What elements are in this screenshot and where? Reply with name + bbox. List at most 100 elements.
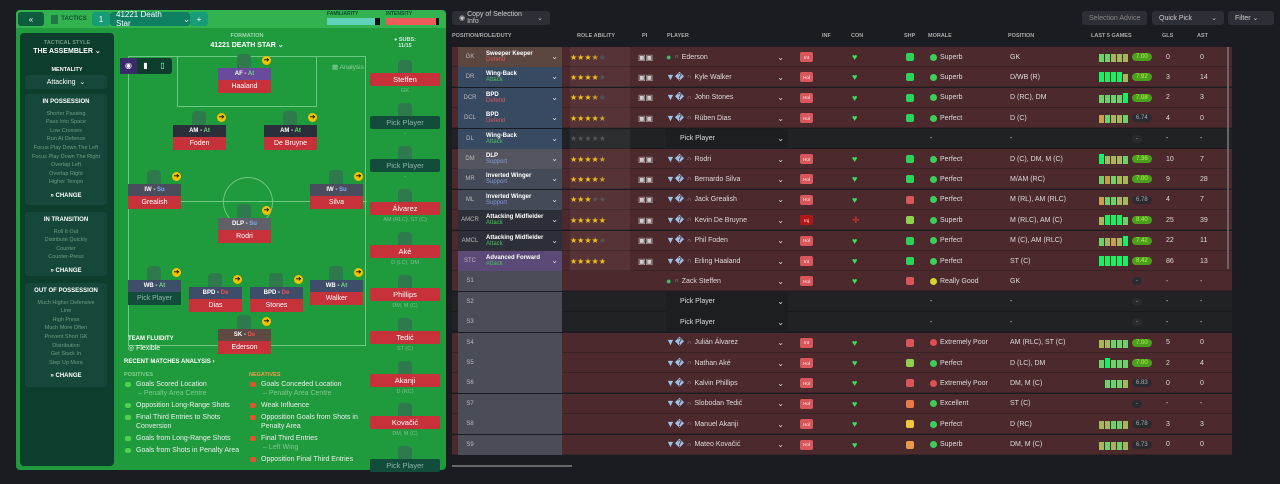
pitch-position-card[interactable]: BPD - De Dias (189, 287, 242, 312)
sub-player[interactable]: Aké (370, 245, 440, 258)
table-row[interactable]: GK Sweeper Keeper Defend ⌄ ★ ★ ★ ★ ★ ▣▣ ● ∩ Ederson ⌄… (452, 47, 1232, 67)
role-cell[interactable]: BPD Defend ⌄ (482, 87, 562, 108)
sub-player[interactable]: Steffen (370, 73, 440, 86)
horizontal-scrollbar[interactable] (452, 465, 572, 467)
tactical-style-selector[interactable]: THE ASSEMBLER ⌄ (33, 48, 101, 55)
player-selector[interactable]: ▼� ∩ Nathan Aké ⌄ (666, 353, 788, 373)
sub-slot[interactable]: Pick Player (370, 459, 440, 474)
player-selector[interactable]: ▼� ∩ Erling Haaland ⌄ (666, 251, 788, 271)
role-duty[interactable]: SK - De (218, 329, 271, 341)
player-instructions-icon[interactable]: ▣▣ (638, 236, 654, 246)
player-instructions-icon[interactable]: ▣▣ (638, 72, 654, 82)
sub-slot[interactable]: Pick Player - (370, 159, 440, 180)
sub-slot[interactable]: Akanji D (RC) (370, 374, 440, 395)
change-button[interactable]: » CHANGE (25, 372, 107, 381)
view-selector[interactable]: ◉ Copy of Selection Info ⌄ (452, 11, 550, 25)
role-duty[interactable]: IW - Su (128, 184, 181, 196)
recent-matches-analysis-link[interactable]: RECENT MATCHES ANALYSIS › (124, 359, 215, 365)
pitch-position-card[interactable]: SK - De Ederson (218, 329, 271, 354)
player-selector[interactable]: ● ∩ Zack Steffen ⌄ (666, 271, 788, 291)
bar-chart-icon[interactable]: ▮ (143, 61, 148, 70)
sub-player[interactable]: Phillips (370, 288, 440, 301)
table-row[interactable]: AMCL Attacking Midfielder Attack ⌄ ★ ★ ★ ★ ★ ▣▣ ▼�… (452, 230, 1232, 251)
table-row[interactable]: S2 Pick Player ⌄ - - - - - (452, 291, 1232, 312)
player-instructions-icon[interactable]: ▣▣ (638, 195, 654, 205)
role-cell[interactable]: Sweeper Keeper Defend ⌄ (482, 47, 562, 67)
tactic-selector[interactable]: 41221 Death Star ⌄ (110, 10, 190, 28)
player-name[interactable]: Stones (250, 299, 303, 312)
change-button[interactable]: » CHANGE (25, 267, 107, 276)
table-row[interactable]: S7 ▼� ∩ Slobodan Tedić ⌄ Hol ♥ Excellent ST (C) -… (452, 393, 1232, 414)
pitch-position-card[interactable]: WB - At Walker (310, 280, 363, 305)
player-name[interactable]: Silva (310, 196, 363, 209)
table-row[interactable]: DM DLP Support ⌄ ★ ★ ★ ★ ★ ▣▣ ▼� ∩ Rodri ⌄ Hol ♥ Perfect… (452, 149, 1232, 169)
player-instructions-icon[interactable]: ▣▣ (638, 256, 654, 266)
role-duty[interactable]: AM - At (173, 125, 226, 137)
formation-selector[interactable]: 41221 DEATH STAR ⌄ (210, 42, 284, 49)
add-tactic-button[interactable]: + (190, 12, 208, 26)
role-cell[interactable]: Attacking Midfielder Attack ⌄ (482, 230, 562, 251)
role-duty[interactable]: DLP - Su (218, 218, 271, 230)
column-header[interactable]: PI (642, 33, 648, 39)
player-selector[interactable]: Pick Player ⌄ (666, 312, 788, 333)
sub-slot[interactable]: Tedić ST (C) (370, 331, 440, 352)
role-duty[interactable]: WB - At (128, 280, 181, 292)
table-row[interactable]: MR Inverted Winger Support ⌄ ★ ★ ★ ★ ★ ▣▣ ▼� ∩ Berna… (452, 169, 1232, 190)
column-header[interactable]: INF (822, 33, 831, 39)
pitch-position-card[interactable]: WB - At Pick Player (128, 280, 181, 305)
player-selector[interactable]: ▼� ∩ Bernardo Silva ⌄ (666, 169, 788, 189)
column-header[interactable]: CON (851, 33, 864, 39)
tactic-slot[interactable]: 1 (92, 12, 110, 26)
table-row[interactable]: S9 ▼� ∩ Mateo Kovačić ⌄ Hol ♥ Superb DM, M (C) 6.… (452, 434, 1232, 455)
selection-advice-button[interactable]: Selection Advice (1082, 11, 1148, 25)
table-row[interactable]: ML Inverted Winger Support ⌄ ★ ★ ★ ★ ★ ▣▣ ▼� ∩ Jack … (452, 189, 1232, 210)
player-name[interactable]: Pick Player (128, 292, 181, 305)
pitch-position-card[interactable]: DLP - Su Rodri (218, 218, 271, 243)
player-selector[interactable]: ▼� ∩ Jack Grealish ⌄ (666, 190, 788, 210)
role-duty[interactable]: AF - At (218, 68, 271, 80)
role-cell[interactable]: DLP Support ⌄ (482, 149, 562, 169)
sub-player[interactable]: Pick Player (370, 116, 440, 129)
column-header[interactable]: MORALE (928, 33, 952, 39)
role-duty[interactable]: IW - Su (310, 184, 363, 196)
player-instructions-icon[interactable]: ▣▣ (638, 93, 654, 103)
player-name[interactable]: Grealish (128, 196, 181, 209)
player-selector[interactable]: ▼� ∩ Kevin De Bruyne ⌄ (666, 210, 788, 230)
sub-player[interactable]: Kovačić (370, 416, 440, 429)
player-instructions-icon[interactable]: ▣▣ (638, 174, 654, 184)
column-header[interactable]: AST (1197, 33, 1208, 39)
role-cell[interactable]: BPD Defend ⌄ (482, 108, 562, 129)
chevron-down-icon[interactable]: ⌄ (1211, 15, 1217, 22)
column-header[interactable]: SHP (904, 33, 916, 39)
player-name[interactable]: Rodri (218, 230, 271, 243)
column-header[interactable]: POSITION (1008, 33, 1035, 39)
role-duty[interactable]: BPD - De (250, 287, 303, 299)
player-name[interactable]: Walker (310, 292, 363, 305)
role-duty[interactable]: BPD - De (189, 287, 242, 299)
sub-player[interactable]: Akanji (370, 374, 440, 387)
column-header[interactable]: ROLE ABILITY (577, 33, 615, 39)
role-cell[interactable]: Advanced Forward Attack ⌄ (482, 251, 562, 271)
player-instructions-icon[interactable]: ▣▣ (638, 52, 654, 62)
mentality-dropdown[interactable]: Attacking ⌄ (25, 75, 107, 89)
player-name[interactable]: Haaland (218, 80, 271, 93)
pitch-position-card[interactable]: BPD - De Stones (250, 287, 303, 312)
quick-pick-button[interactable]: Quick Pick ⌄ (1152, 11, 1224, 25)
player-instructions-icon[interactable]: ▣▣ (638, 215, 654, 225)
pitch-position-card[interactable]: IW - Su Silva (310, 184, 363, 209)
sub-player[interactable]: Tedić (370, 331, 440, 344)
player-selector[interactable]: ▼� ∩ John Stones ⌄ (666, 88, 788, 108)
player-selector[interactable]: Pick Player ⌄ (666, 128, 788, 149)
table-row[interactable]: DR Wing-Back Attack ⌄ ★ ★ ★ ★ ★ ▣▣ ▼� ∩ Kyle Walker ⌄… (452, 67, 1232, 88)
sub-slot[interactable]: Álvarez AM (RLC), ST (C) (370, 202, 440, 223)
column-header[interactable]: GLS (1162, 33, 1174, 39)
pitch-position-card[interactable]: AM - At Foden (173, 125, 226, 150)
player-selector[interactable]: ▼� ∩ Kyle Walker ⌄ (666, 67, 788, 87)
pitch-position-card[interactable]: AF - At Haaland (218, 68, 271, 93)
back-button[interactable]: « (18, 12, 44, 26)
player-selector[interactable]: ▼� ∩ Mateo Kovačić ⌄ (666, 435, 788, 455)
role-cell[interactable]: Attacking Midfielder Attack ⌄ (482, 210, 562, 231)
player-selector[interactable]: ▼� ∩ Julián Álvarez ⌄ (666, 333, 788, 353)
sub-slot[interactable]: Kovačić DM, M (C) (370, 416, 440, 437)
table-row[interactable]: STC Advanced Forward Attack ⌄ ★ ★ ★ ★ ★ ▣▣ ▼� ∩ Erli… (452, 251, 1232, 271)
